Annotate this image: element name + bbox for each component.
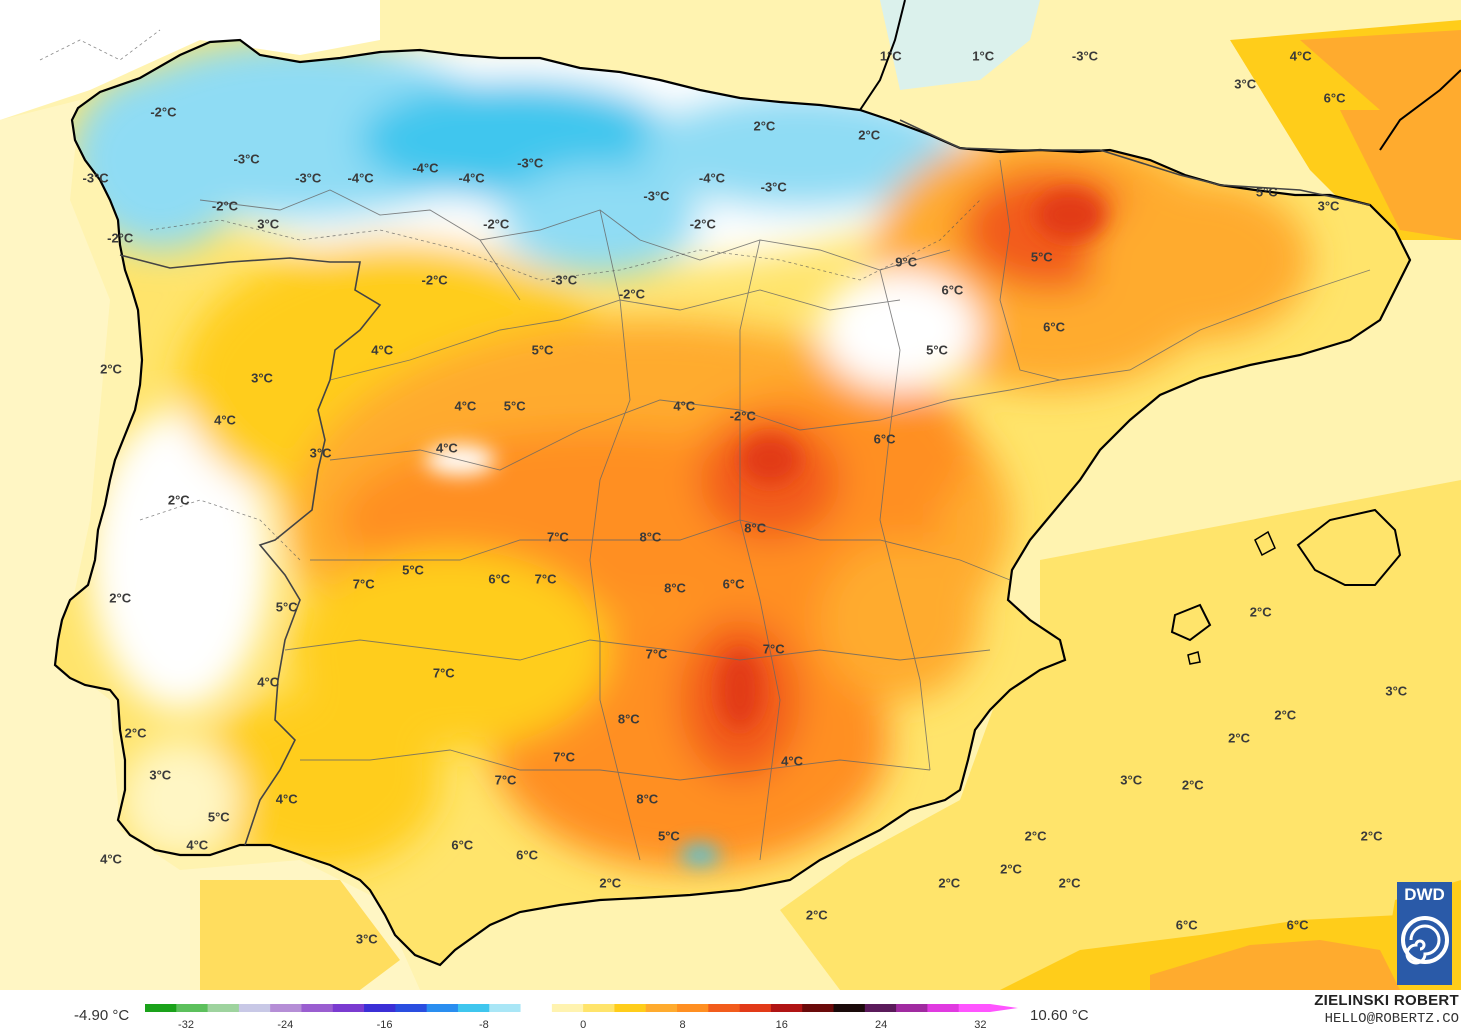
- color-scale-swatch: [332, 1004, 365, 1012]
- color-scale-swatch: [802, 1004, 835, 1012]
- color-scale-swatch: [176, 1004, 209, 1012]
- author-email[interactable]: HELLO@ROBERTZ.CO: [1324, 1011, 1459, 1027]
- color-scale-swatch: [927, 1004, 960, 1012]
- color-scale-swatch: [958, 1004, 991, 1012]
- color-scale-swatch: [207, 1004, 240, 1012]
- color-scale-swatch: [489, 1004, 522, 1012]
- dwd-logo: DWD: [1397, 882, 1452, 985]
- dwd-swirl-icon: [1400, 916, 1449, 965]
- color-scale-swatch: [708, 1004, 741, 1012]
- color-scale-swatch: [395, 1004, 428, 1012]
- color-scale-swatch: [457, 1004, 490, 1012]
- author-credit: ZIELINSKI ROBERT: [1314, 992, 1459, 1009]
- color-scale: [145, 1004, 1018, 1012]
- color-scale-swatch: [833, 1004, 866, 1012]
- color-scale-tick-label: -32: [178, 1019, 194, 1031]
- color-scale-swatch: [583, 1004, 615, 1012]
- color-scale-tick-label: 24: [874, 1019, 888, 1031]
- color-scale-swatch: [270, 1004, 302, 1012]
- color-scale-tick-label: -24: [277, 1019, 294, 1031]
- color-scale-tick-label: 0: [580, 1019, 587, 1031]
- color-scale-tick-label: -16: [376, 1019, 393, 1031]
- color-scale-tick-label: 16: [775, 1019, 788, 1031]
- color-scale-swatch: [864, 1004, 897, 1012]
- color-scale-swatch: [739, 1004, 772, 1012]
- legend-bar: [0, 990, 1461, 1035]
- color-scale-swatch: [770, 1004, 803, 1012]
- color-scale-tick-label: 8: [679, 1019, 686, 1031]
- color-scale-swatch: [238, 1004, 271, 1012]
- color-scale-swatch: [614, 1004, 647, 1012]
- color-scale-swatch: [301, 1004, 334, 1012]
- color-scale-swatch: [677, 1004, 709, 1012]
- color-scale-swatch: [896, 1004, 928, 1012]
- color-scale-right-arrow: [990, 1004, 1018, 1012]
- legend-max-value: 10.60 °C: [1030, 1007, 1089, 1024]
- color-scale-swatch: [520, 1004, 553, 1012]
- legend-min-value: -4.90 °C: [74, 1007, 130, 1024]
- color-scale-swatch: [645, 1004, 678, 1012]
- color-scale-tick-label: 32: [974, 1019, 987, 1031]
- color-scale-swatch: [551, 1004, 584, 1012]
- color-scale-swatch: [426, 1004, 459, 1012]
- temperature-map: [0, 0, 1461, 990]
- color-scale-swatch: [145, 1004, 177, 1012]
- color-scale-swatch: [364, 1004, 396, 1012]
- color-scale-tick-label: -8: [479, 1019, 489, 1031]
- dwd-logo-text: DWD: [1404, 885, 1445, 904]
